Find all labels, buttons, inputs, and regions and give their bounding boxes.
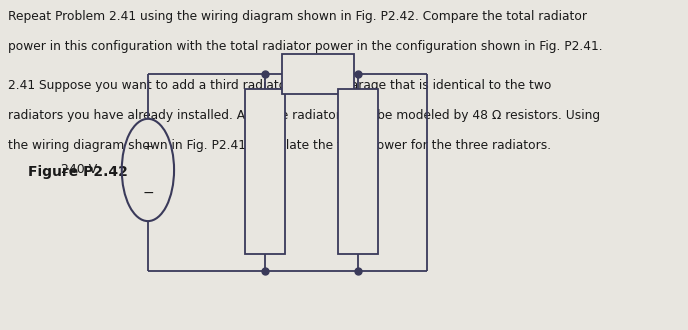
Text: Repeat Problem 2.41 using the wiring diagram shown in Fig. P2.42. Compare the to: Repeat Problem 2.41 using the wiring dia… (8, 10, 588, 23)
Bar (338, 89, 378, 254)
Bar (245, 89, 285, 254)
Text: radiators you have already installed. All three radiators can be modeled by 48 Ω: radiators you have already installed. Al… (8, 109, 601, 122)
Text: power in this configuration with the total radiator power in the configuration s: power in this configuration with the tot… (8, 40, 603, 52)
Text: Figure P2.42: Figure P2.42 (28, 165, 127, 179)
Text: radiator: radiator (299, 69, 338, 79)
Text: radiator: radiator (260, 152, 270, 191)
Text: radiator: radiator (353, 152, 363, 191)
Bar (282, 54, 354, 94)
Text: 2.41 Suppose you want to add a third radiator to your garage that is identical t: 2.41 Suppose you want to add a third rad… (8, 79, 552, 92)
Text: the wiring diagram shown in Fig. P2.41, calculate the total power for the three : the wiring diagram shown in Fig. P2.41, … (8, 139, 551, 151)
Text: −: − (142, 186, 153, 200)
Text: +: + (142, 140, 153, 153)
Text: 240 V: 240 V (61, 163, 97, 177)
